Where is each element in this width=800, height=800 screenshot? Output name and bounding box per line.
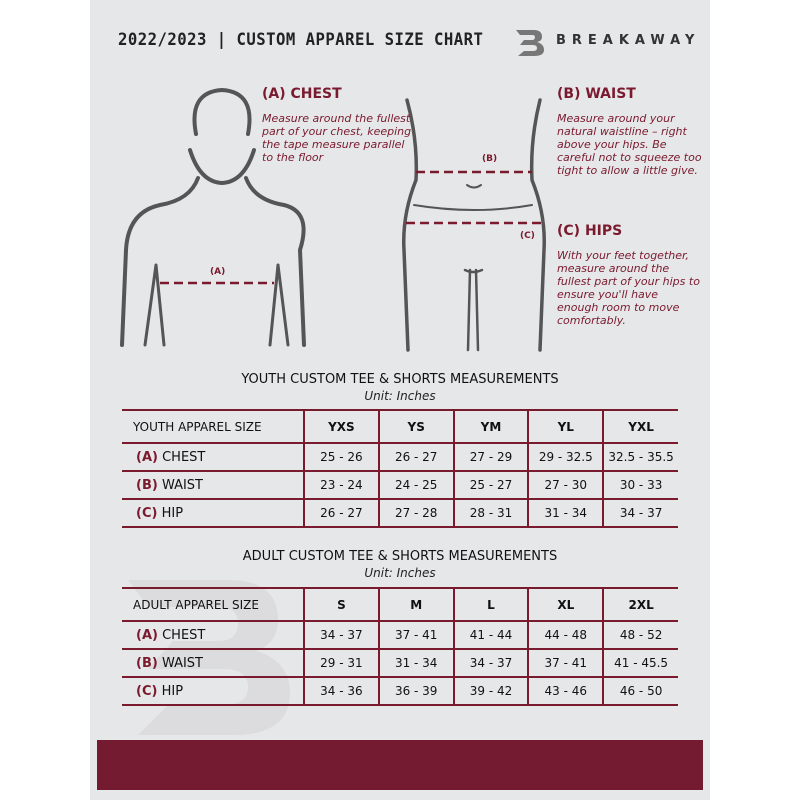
table-cell: 43 - 46 — [527, 677, 604, 706]
hips-heading: (C) HIPS — [557, 223, 623, 239]
table-row: (B) WAIST 23 - 24 24 - 25 25 - 27 27 - 30 30 … — [122, 471, 678, 500]
measurement-label: HIP — [161, 683, 184, 699]
table-row: (C) HIP 34 - 36 36 - 39 39 - 42 43 - 46 46 - … — [122, 677, 678, 706]
table-cell: 48 - 52 — [602, 621, 678, 650]
table-cell: 27 - 29 — [452, 443, 529, 472]
table-row: (C) HIP 26 - 27 27 - 28 28 - 31 31 - 34 34 - … — [122, 499, 678, 528]
table-cell: 36 - 39 — [377, 677, 454, 706]
size-column-header: YS — [377, 409, 454, 444]
table-cell: 41 - 44 — [452, 621, 529, 650]
size-column-header: YXL — [602, 409, 678, 444]
measurement-letter: (C) — [136, 683, 158, 699]
table-cell: 32.5 - 35.5 — [602, 443, 678, 472]
brand-name: BREAKAWAY — [556, 33, 701, 48]
table-cell: 37 - 41 — [377, 621, 454, 650]
table-cell: 24 - 25 — [377, 471, 454, 500]
measurement-label: HIP — [161, 505, 184, 521]
size-column-header: YXS — [303, 409, 379, 444]
table-cell: 27 - 28 — [377, 499, 454, 528]
chest-description: Measure around the fullest part of your … — [262, 112, 412, 164]
table-cell: 29 - 32.5 — [527, 443, 604, 472]
size-header: YOUTH APPAREL SIZE — [122, 409, 304, 444]
size-column-header: YL — [527, 409, 604, 444]
size-header: ADULT APPAREL SIZE — [122, 587, 304, 622]
measurement-name: (C) HIP — [122, 499, 304, 528]
youth-size-table: YOUTH APPAREL SIZE YXS YS YM YL YXL (A) CHEST 2… — [122, 409, 678, 528]
upper-body-figure — [120, 87, 306, 347]
measurement-letter: (A) — [136, 627, 158, 643]
adult-unit: Unit: Inches — [364, 566, 436, 580]
size-column-header: L — [452, 587, 529, 622]
measurement-letter: (A) — [136, 449, 158, 465]
youth-unit: Unit: Inches — [364, 389, 436, 403]
chest-line-label: (A) — [210, 267, 226, 277]
measurement-letter: (B) — [136, 655, 158, 671]
chest-heading: (A) CHEST — [262, 86, 342, 102]
table-cell: 31 - 34 — [377, 649, 454, 678]
size-column-header: XL — [527, 587, 604, 622]
table-row: (B) WAIST 29 - 31 31 - 34 34 - 37 37 - 41 41 … — [122, 649, 678, 678]
adult-table-title: ADULT CUSTOM TEE & SHORTS MEASUREMENTS — [242, 549, 558, 564]
measurement-label: CHEST — [162, 627, 206, 643]
measurement-name: (A) CHEST — [122, 443, 304, 472]
youth-table-title: YOUTH CUSTOM TEE & SHORTS MEASUREMENTS — [241, 372, 559, 387]
measurement-name: (A) CHEST — [122, 621, 304, 650]
table-cell: 25 - 26 — [303, 443, 379, 472]
waist-description: Measure around your natural waistline – … — [557, 112, 702, 177]
table-cell: 27 - 30 — [527, 471, 604, 500]
table-cell: 44 - 48 — [527, 621, 604, 650]
table-cell: 39 - 42 — [452, 677, 529, 706]
table-cell: 34 - 37 — [452, 649, 529, 678]
table-cell: 25 - 27 — [452, 471, 529, 500]
table-cell: 29 - 31 — [303, 649, 379, 678]
table-cell: 28 - 31 — [452, 499, 529, 528]
table-cell: 26 - 27 — [377, 443, 454, 472]
adult-size-table: ADULT APPAREL SIZE S M L XL 2XL (A) CHEST 34 - … — [122, 587, 678, 706]
hips-line-label: (C) — [520, 231, 535, 241]
breakaway-logo-icon — [516, 30, 544, 56]
measurement-name: (C) HIP — [122, 677, 304, 706]
table-cell: 34 - 37 — [303, 621, 379, 650]
size-column-header: 2XL — [602, 587, 678, 622]
waist-heading: (B) WAIST — [557, 86, 636, 102]
measurement-label: WAIST — [161, 655, 204, 671]
measurement-label: WAIST — [161, 477, 204, 493]
measurement-name: (B) WAIST — [122, 649, 304, 678]
measurement-name: (B) WAIST — [122, 471, 304, 500]
table-cell: 26 - 27 — [303, 499, 379, 528]
measurement-label: CHEST — [162, 449, 206, 465]
size-column-header: S — [303, 587, 379, 622]
table-row: (A) CHEST 34 - 37 37 - 41 41 - 44 44 - 48 48 … — [122, 621, 678, 650]
table-cell: 34 - 36 — [303, 677, 379, 706]
hips-description: With your feet together, measure around … — [557, 249, 700, 327]
table-cell: 34 - 37 — [602, 499, 678, 528]
table-cell: 31 - 34 — [527, 499, 604, 528]
table-cell: 46 - 50 — [602, 677, 678, 706]
table-cell: 30 - 33 — [602, 471, 678, 500]
measurement-letter: (C) — [136, 505, 158, 521]
size-column-header: YM — [452, 409, 529, 444]
table-row: (A) CHEST 25 - 26 26 - 27 27 - 29 29 - 32.5 3… — [122, 443, 678, 472]
footer-bar — [97, 740, 703, 790]
page-title: 2022/2023 | CUSTOM APPAREL SIZE CHART — [118, 30, 484, 50]
size-column-header: M — [377, 587, 454, 622]
body-figures — [120, 87, 546, 352]
measurement-letter: (B) — [136, 477, 158, 493]
table-cell: 37 - 41 — [527, 649, 604, 678]
table-cell: 23 - 24 — [303, 471, 379, 500]
lower-body-figure — [402, 98, 546, 352]
waist-line-label: (B) — [482, 154, 498, 164]
table-cell: 41 - 45.5 — [602, 649, 678, 678]
